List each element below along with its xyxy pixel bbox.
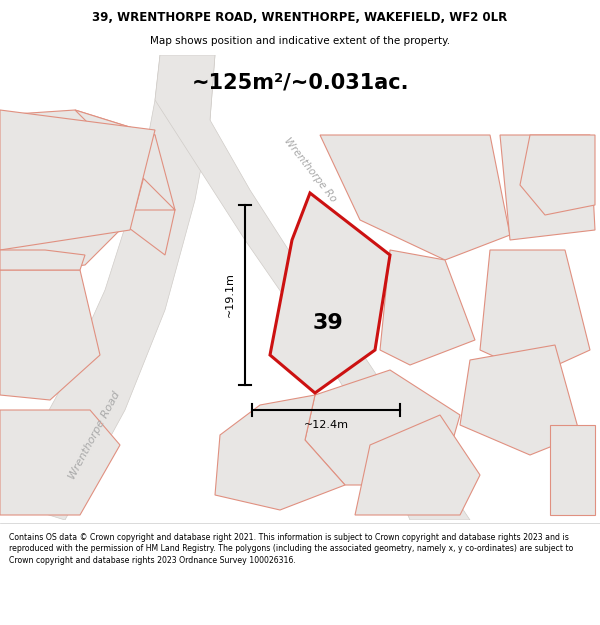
Polygon shape: [460, 345, 580, 455]
Polygon shape: [0, 110, 155, 250]
Polygon shape: [480, 250, 590, 375]
Polygon shape: [305, 370, 460, 485]
Polygon shape: [0, 270, 100, 400]
Polygon shape: [550, 425, 595, 515]
Polygon shape: [0, 110, 175, 275]
Polygon shape: [155, 55, 470, 520]
Text: Wrenthorpe Road: Wrenthorpe Road: [68, 389, 122, 481]
Text: Contains OS data © Crown copyright and database right 2021. This information is : Contains OS data © Crown copyright and d…: [9, 532, 573, 565]
Polygon shape: [0, 250, 85, 270]
Polygon shape: [320, 135, 510, 260]
Polygon shape: [215, 395, 345, 510]
Polygon shape: [355, 415, 480, 515]
Text: ~125m²/~0.031ac.: ~125m²/~0.031ac.: [191, 73, 409, 93]
Polygon shape: [380, 250, 475, 365]
Polygon shape: [520, 135, 595, 215]
Text: Wrenthorpe Ro: Wrenthorpe Ro: [282, 136, 338, 204]
Text: ~12.4m: ~12.4m: [304, 420, 349, 430]
Text: ~19.1m: ~19.1m: [225, 272, 235, 318]
Polygon shape: [0, 110, 155, 235]
Polygon shape: [0, 55, 215, 520]
Text: 39, WRENTHORPE ROAD, WRENTHORPE, WAKEFIELD, WF2 0LR: 39, WRENTHORPE ROAD, WRENTHORPE, WAKEFIE…: [92, 11, 508, 24]
Text: 39: 39: [313, 313, 343, 333]
Polygon shape: [500, 135, 595, 240]
Polygon shape: [0, 410, 120, 515]
Polygon shape: [270, 193, 390, 393]
Text: Map shows position and indicative extent of the property.: Map shows position and indicative extent…: [150, 36, 450, 46]
